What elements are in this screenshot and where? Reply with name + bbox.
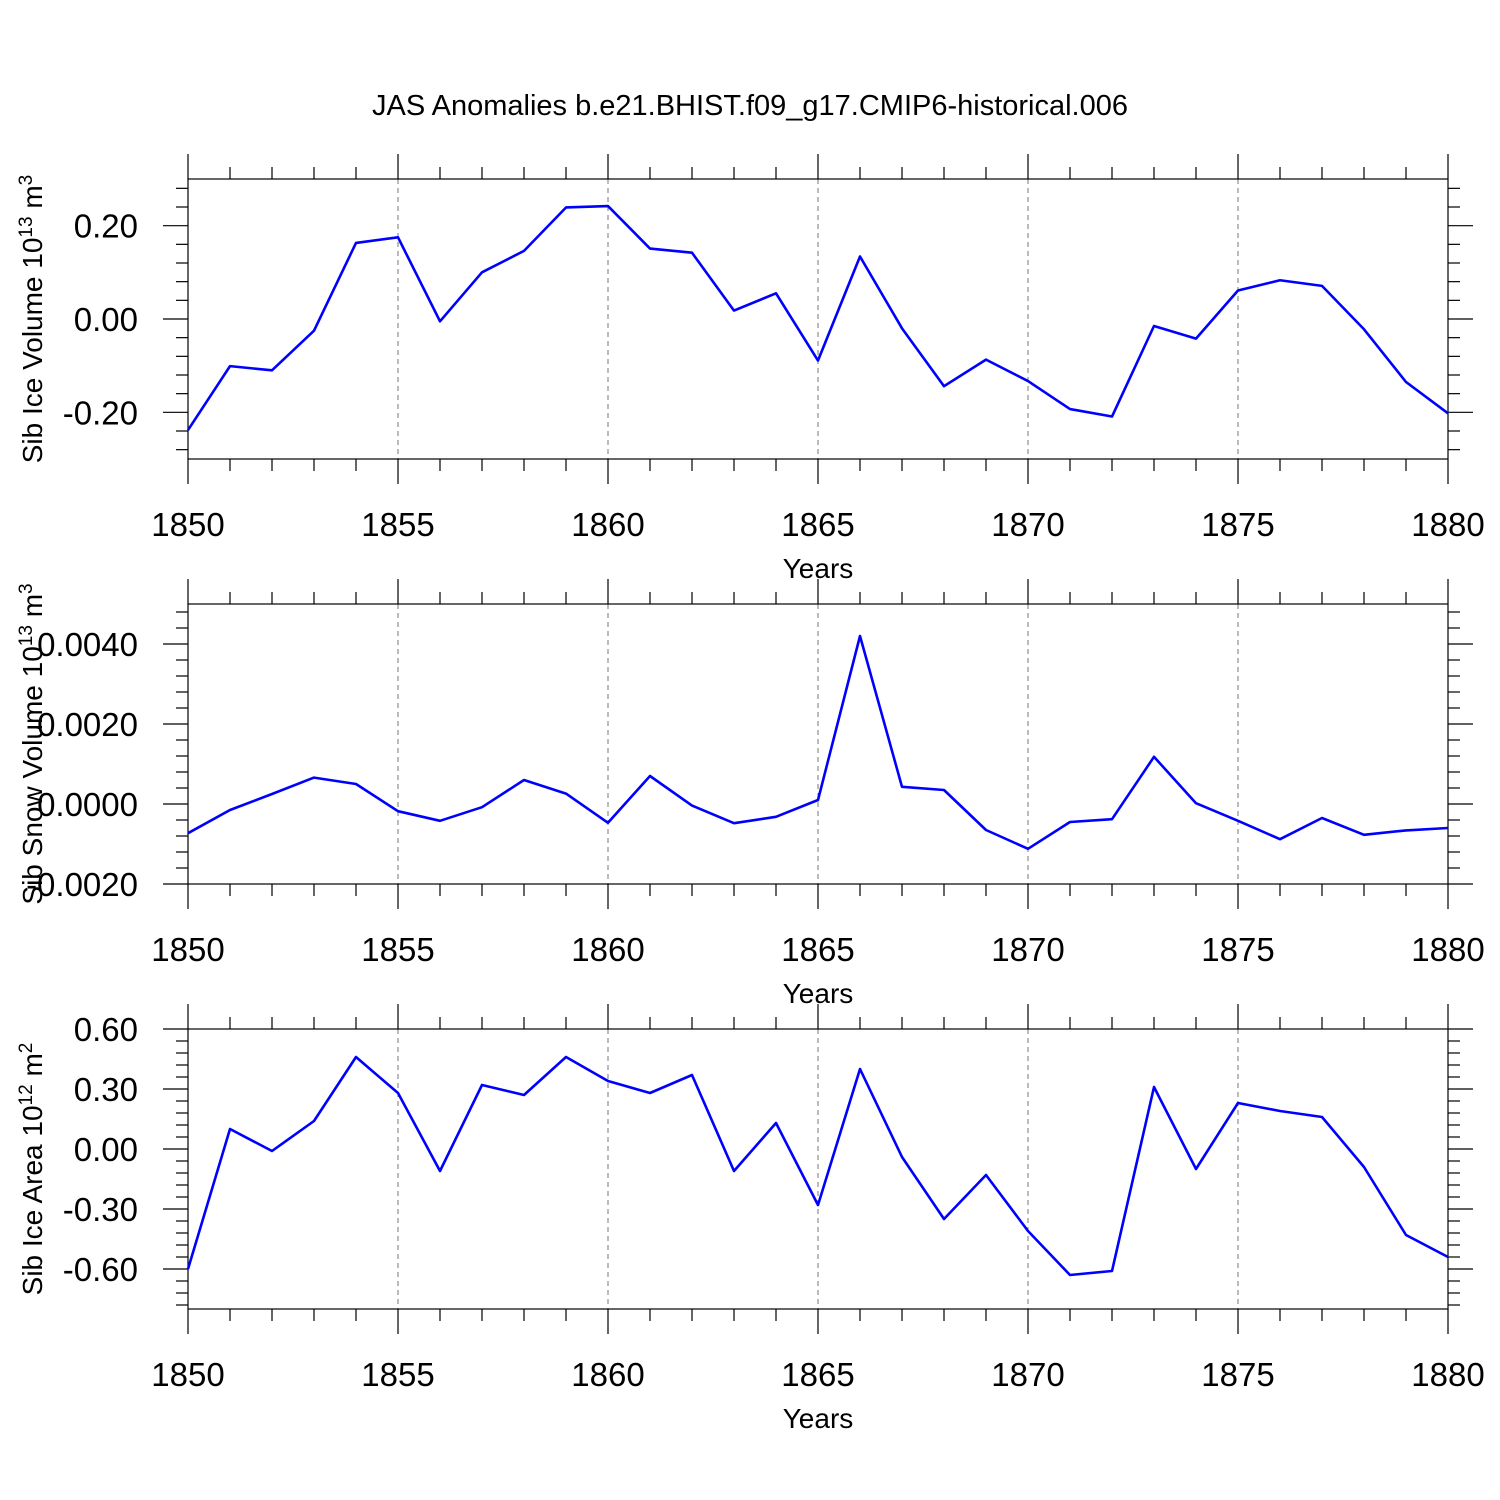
x-axis-label: Years	[783, 978, 854, 1009]
x-tick-label: 1870	[991, 931, 1064, 968]
y-axis-label: Sib Ice Volume 1013 m3	[16, 175, 49, 464]
x-tick-label: 1870	[991, 1356, 1064, 1393]
y-axis-label-superscript: 2	[16, 1043, 37, 1054]
y-tick-label: 0.00	[74, 1131, 138, 1168]
x-tick-label: 1865	[781, 931, 854, 968]
y-axis-label-superscript: 13	[16, 216, 37, 237]
y-tick-label: 0.0000	[37, 786, 138, 823]
y-axis-label-superscript: 3	[16, 175, 37, 186]
y-tick-label: -0.0020	[26, 866, 138, 903]
x-axis-label: Years	[783, 553, 854, 584]
y-axis-label-text: m	[17, 185, 48, 216]
y-tick-label: 0.00	[74, 301, 138, 338]
y-axis-label: Sib Ice Area 1012 m2	[16, 1043, 49, 1296]
y-axis-label-superscript: 12	[16, 1084, 37, 1105]
panel-1: 1850 1855 1860 1865 1870 1875 1880 -0.20 0.00 0.2…	[16, 154, 1485, 584]
panel-2: 1850 1855 1860 1865 1870 1875 1880 -0.0020 0.000…	[16, 579, 1485, 1009]
x-tick-label: 1850	[151, 1356, 224, 1393]
x-tick-label: 1860	[571, 506, 644, 543]
y-axis-label-text: m	[17, 594, 48, 625]
y-tick-label: 0.0040	[37, 626, 138, 663]
x-axis-label: Years	[783, 1403, 854, 1434]
panel-3: 1850 1855 1860 1865 1870 1875 1880 -0.60 -0.30 0.…	[16, 1004, 1485, 1434]
x-tick-label: 1880	[1411, 1356, 1484, 1393]
x-tick-label: 1870	[991, 506, 1064, 543]
y-tick-label: 0.30	[74, 1071, 138, 1108]
x-tick-label: 1865	[781, 1356, 854, 1393]
y-tick-label: 0.20	[74, 208, 138, 245]
x-tick-label: 1875	[1201, 1356, 1274, 1393]
x-tick-label: 1855	[361, 506, 434, 543]
y-tick-label: -0.20	[63, 394, 138, 431]
y-axis-label-superscript: 13	[16, 625, 37, 646]
x-tick-label: 1865	[781, 506, 854, 543]
x-tick-label: 1850	[151, 931, 224, 968]
y-axis-label-text: Sib Snow Volume 10	[17, 646, 48, 904]
x-tick-label: 1850	[151, 506, 224, 543]
y-axis-label-text: Sib Ice Area 10	[17, 1105, 48, 1295]
figure-title: JAS Anomalies b.e21.BHIST.f09_g17.CMIP6-…	[372, 90, 1128, 122]
x-tick-label: 1875	[1201, 931, 1274, 968]
x-tick-label: 1875	[1201, 506, 1274, 543]
x-tick-label: 1855	[361, 931, 434, 968]
y-axis-label-text: Sib Ice Volume 10	[17, 238, 48, 464]
x-tick-label: 1860	[571, 931, 644, 968]
y-tick-label: 0.60	[74, 1011, 138, 1048]
x-tick-label: 1855	[361, 1356, 434, 1393]
y-axis-label-text: m	[17, 1053, 48, 1084]
x-tick-label: 1860	[571, 1356, 644, 1393]
y-tick-label: 0.0020	[37, 706, 138, 743]
y-tick-label: -0.30	[63, 1191, 138, 1228]
x-tick-label: 1880	[1411, 931, 1484, 968]
y-axis-label-superscript: 3	[16, 583, 37, 594]
y-tick-label: -0.60	[63, 1251, 138, 1288]
y-axis-label: Sib Snow Volume 1013 m3	[16, 583, 49, 904]
x-tick-label: 1880	[1411, 506, 1484, 543]
